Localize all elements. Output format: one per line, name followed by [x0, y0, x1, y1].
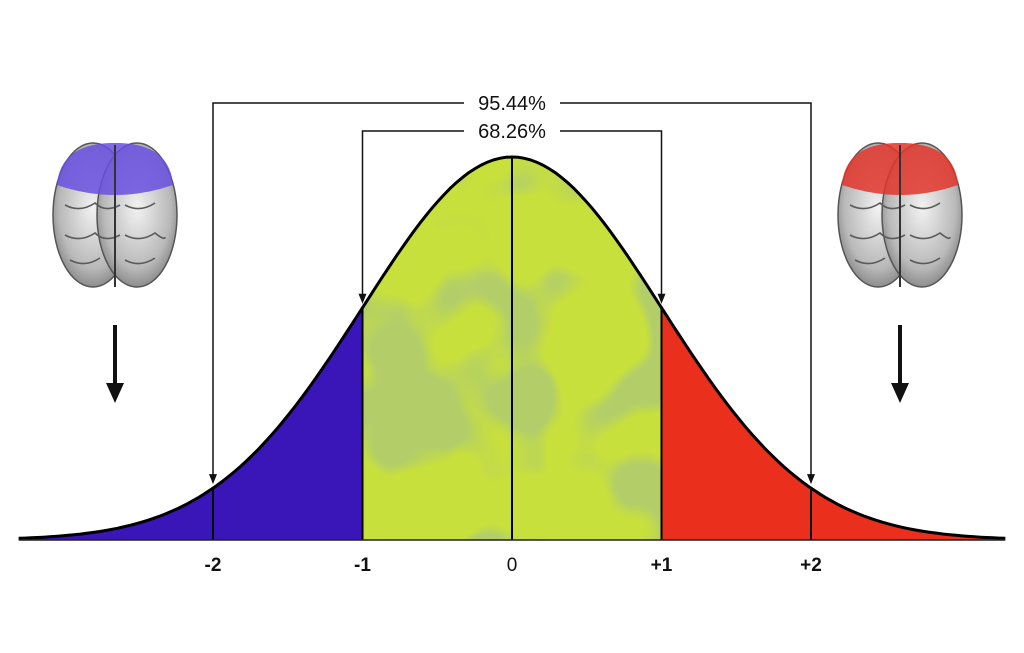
sd-lines: [212, 157, 812, 540]
left-down-arrow-icon: [106, 325, 124, 403]
x-tick-label: 0: [507, 555, 518, 576]
region-2: [661, 307, 1006, 540]
bracket-arrow-left: [209, 474, 217, 485]
left-brain-icon: [52, 142, 178, 288]
x-tick-labels: -2 -1 0 +1 +2: [205, 555, 822, 576]
right-brain-icon: [837, 142, 963, 288]
bracket-arrow-right: [807, 474, 815, 485]
annotation-label: 95.44%: [478, 93, 546, 115]
right-down-arrow-icon: [891, 325, 909, 403]
x-tick-label: +2: [800, 555, 822, 576]
bracket-arrow-left: [358, 293, 367, 304]
annotation-bracket: 95.44%: [209, 93, 815, 485]
annotation-bracket: 68.26%: [358, 121, 666, 304]
x-tick-label: -1: [354, 555, 371, 576]
bracket-arrow-right: [657, 293, 666, 304]
center-region-texture: [362, 157, 662, 540]
annotation-label: 68.26%: [478, 121, 546, 143]
x-tick-label: +1: [651, 555, 673, 576]
region-0: [18, 307, 363, 540]
bell-curve-outline: [18, 155, 1006, 540]
x-tick-label: -2: [205, 555, 222, 576]
percentage-annotations: 95.44% 68.26%: [209, 93, 815, 485]
